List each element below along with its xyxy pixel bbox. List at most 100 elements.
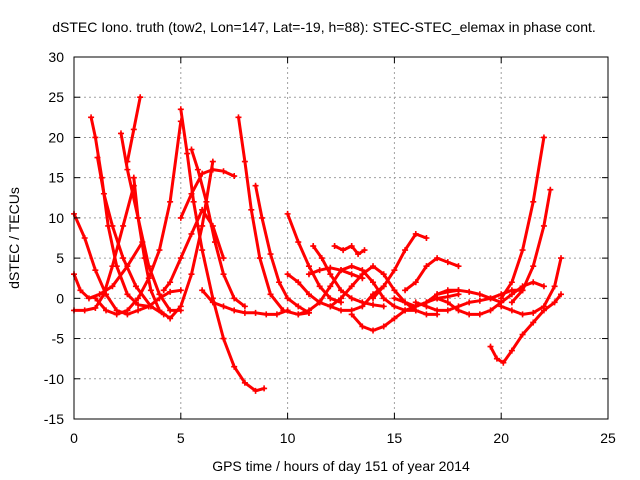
series-line bbox=[286, 272, 386, 312]
data-point bbox=[188, 190, 195, 197]
data-point bbox=[184, 150, 191, 157]
data-point bbox=[231, 307, 238, 314]
data-point bbox=[540, 283, 547, 290]
data-point bbox=[327, 271, 334, 278]
data-point bbox=[423, 303, 430, 310]
data-point bbox=[284, 295, 291, 302]
data-point bbox=[361, 247, 368, 254]
data-point bbox=[444, 299, 451, 306]
data-point bbox=[338, 307, 344, 314]
data-point bbox=[188, 271, 195, 278]
series-sat31 bbox=[487, 291, 565, 366]
data-point bbox=[310, 243, 317, 250]
data-point bbox=[188, 146, 195, 153]
data-point bbox=[444, 259, 451, 266]
data-point bbox=[487, 295, 494, 302]
data-point bbox=[92, 304, 99, 311]
data-point bbox=[327, 303, 334, 310]
data-point bbox=[100, 291, 107, 298]
data-point bbox=[252, 387, 259, 394]
data-point bbox=[530, 198, 537, 205]
data-point bbox=[305, 307, 312, 314]
data-point bbox=[177, 287, 184, 294]
data-point bbox=[92, 134, 99, 141]
data-point bbox=[199, 287, 206, 294]
data-point bbox=[235, 114, 242, 121]
data-point bbox=[273, 311, 280, 318]
data-point bbox=[370, 327, 377, 334]
series-sat22 bbox=[331, 243, 368, 258]
series-sat08 bbox=[124, 94, 144, 165]
data-point bbox=[402, 247, 409, 254]
data-point bbox=[455, 307, 462, 314]
x-tick-label: 25 bbox=[600, 430, 616, 446]
data-point bbox=[295, 239, 302, 246]
data-point bbox=[359, 299, 366, 306]
data-point bbox=[423, 263, 430, 270]
data-point bbox=[508, 307, 515, 314]
data-point bbox=[147, 287, 154, 294]
data-point bbox=[267, 291, 274, 298]
series-sat06 bbox=[92, 118, 184, 318]
x-tick-label: 10 bbox=[280, 430, 296, 446]
data-point bbox=[92, 295, 99, 302]
data-point bbox=[348, 271, 355, 278]
data-point bbox=[113, 311, 120, 318]
data-point bbox=[94, 154, 101, 161]
y-tick-label: 0 bbox=[56, 290, 64, 306]
data-point bbox=[132, 283, 139, 290]
data-point bbox=[402, 307, 409, 314]
data-point bbox=[252, 182, 259, 189]
series-line bbox=[371, 232, 428, 300]
data-point bbox=[199, 247, 206, 254]
data-point bbox=[348, 311, 355, 318]
data-point bbox=[530, 279, 537, 286]
series-sat15 bbox=[235, 114, 312, 318]
data-point bbox=[455, 263, 462, 270]
data-point bbox=[508, 279, 515, 286]
data-point bbox=[167, 315, 174, 322]
data-point bbox=[117, 130, 124, 137]
data-point bbox=[338, 267, 344, 274]
data-point bbox=[199, 170, 206, 177]
data-point bbox=[530, 309, 537, 316]
data-point bbox=[199, 206, 206, 213]
data-point bbox=[348, 263, 355, 270]
data-point bbox=[130, 174, 137, 181]
data-point bbox=[305, 263, 312, 270]
series-sat34 bbox=[498, 255, 565, 318]
data-point bbox=[92, 267, 99, 274]
data-point bbox=[81, 235, 88, 241]
data-point bbox=[203, 198, 210, 205]
x-tick-label: 0 bbox=[70, 430, 78, 446]
series-sat24 bbox=[348, 291, 462, 334]
data-point bbox=[167, 288, 174, 295]
x-axis-label: GPS time / hours of day 151 of year 2014 bbox=[212, 458, 470, 474]
data-point bbox=[124, 166, 131, 173]
data-point bbox=[316, 283, 323, 290]
data-point bbox=[284, 271, 291, 278]
data-point bbox=[391, 315, 398, 322]
series-sat09 bbox=[130, 158, 216, 322]
data-point bbox=[476, 297, 483, 304]
data-point bbox=[412, 230, 419, 237]
data-point bbox=[147, 303, 154, 310]
data-point bbox=[380, 271, 387, 278]
data-point bbox=[519, 247, 526, 254]
data-point bbox=[137, 94, 144, 101]
data-point bbox=[540, 303, 547, 310]
data-point bbox=[276, 279, 283, 286]
data-point bbox=[167, 307, 174, 314]
series-line bbox=[162, 208, 225, 292]
data-point bbox=[359, 271, 366, 278]
data-point bbox=[194, 166, 201, 173]
data-point bbox=[498, 295, 505, 302]
data-point bbox=[391, 303, 398, 310]
data-point bbox=[130, 126, 137, 133]
data-point bbox=[103, 307, 110, 314]
data-point bbox=[455, 287, 462, 294]
data-point bbox=[423, 235, 430, 241]
y-axis-label: dSTEC / TECUs bbox=[6, 187, 22, 289]
data-point bbox=[124, 291, 131, 298]
